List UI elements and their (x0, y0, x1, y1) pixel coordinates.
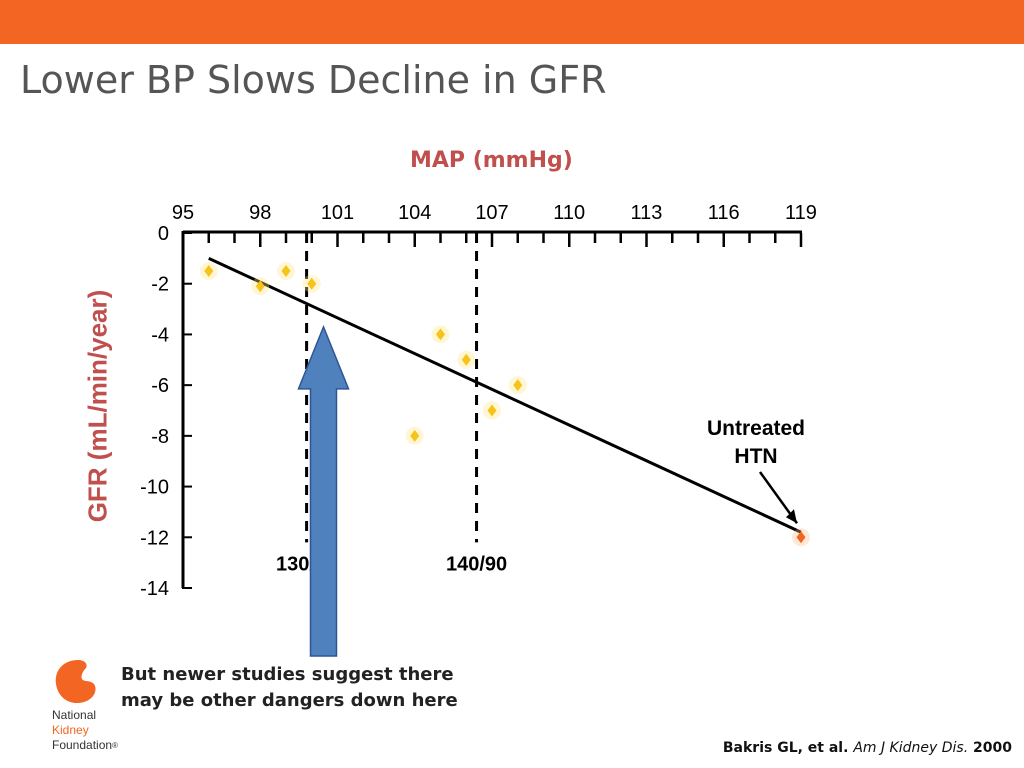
x-tick-label: 98 (249, 202, 271, 224)
annotation-line-2: HTN (734, 445, 777, 468)
x-tick-label: 95 (172, 202, 194, 224)
header-accent-bar (0, 0, 1024, 44)
y-tick-label: -12 (140, 527, 169, 549)
x-tick-label: 113 (631, 202, 663, 224)
x-tick-label: 119 (785, 202, 817, 224)
data-point (461, 353, 471, 366)
citation: Bakris GL, et al. Am J Kidney Dis. 2000 (723, 740, 1012, 756)
data-point (204, 265, 214, 278)
logo-line-2: Kidney (52, 723, 89, 737)
x-tick-label: 110 (553, 202, 585, 224)
slide-title: Lower BP Slows Decline in GFR (20, 58, 607, 102)
national-kidney-foundation-logo: National Kidney Foundation® (52, 656, 142, 756)
citation-authors: Bakris GL, et al. (722, 740, 849, 756)
y-axis-title: GFR (mL/min/year) (82, 289, 113, 523)
data-point (487, 404, 497, 417)
citation-year: 2000 (973, 740, 1012, 756)
y-tick-label: -14 (140, 578, 169, 600)
trend-line (208, 256, 802, 534)
logo-line-3: Foundation (52, 738, 113, 752)
data-point (410, 429, 420, 442)
x-axis-title: MAP (mmHg) (410, 148, 573, 173)
data-point (307, 277, 317, 290)
logo-line-1: National (52, 708, 97, 722)
data-point (513, 379, 523, 392)
data-point (436, 328, 445, 341)
untreated-htn-point (796, 531, 806, 544)
y-tick-label: -6 (151, 375, 169, 397)
footnote-text: But newer studies suggest there may be o… (121, 664, 458, 711)
y-tick-label: -10 (140, 477, 169, 499)
y-tick-label: 0 (158, 223, 169, 245)
annotation-line-1: Untreated (707, 417, 805, 440)
citation-journal: Am J Kidney Dis. (853, 740, 969, 756)
kidney-icon (55, 660, 96, 704)
data-point (281, 265, 291, 278)
x-tick-label: 107 (475, 202, 508, 224)
logo-wordmark: National Kidney Foundation® (52, 708, 118, 753)
x-tick-label: 101 (321, 202, 354, 224)
y-tick-label: -4 (151, 324, 169, 346)
reference-label: 140/90 (446, 553, 507, 575)
y-tick-label: -2 (151, 274, 169, 296)
x-tick-label: 104 (398, 202, 431, 224)
data-point (255, 280, 265, 293)
registered-mark: ® (112, 741, 118, 750)
x-tick-label: 116 (708, 202, 740, 224)
y-tick-label: -8 (151, 426, 169, 448)
blue-up-arrow (297, 324, 350, 657)
annotation-arrowhead (786, 509, 797, 524)
